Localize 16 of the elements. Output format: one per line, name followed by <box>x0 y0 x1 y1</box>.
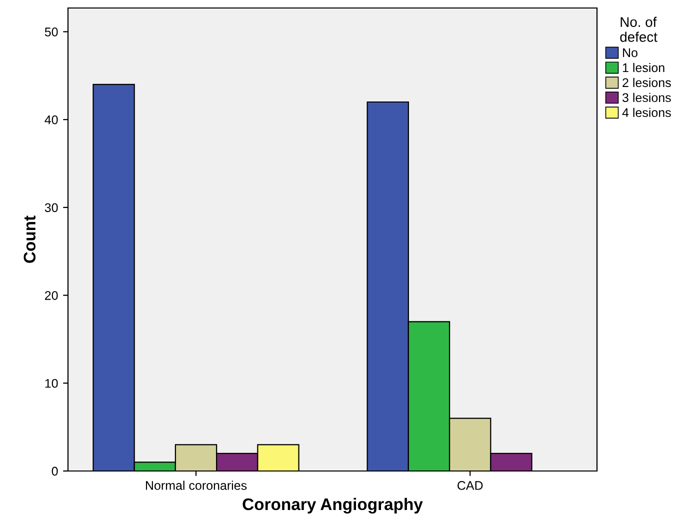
y-tick-label: 50 <box>44 28 58 36</box>
x-tick-label: Normal coronaries <box>146 480 247 490</box>
legend-label: No <box>623 48 638 58</box>
legend-label: 2 lesions <box>622 78 671 88</box>
y-tick-label: 20 <box>45 291 58 300</box>
y-axis-title: Count <box>24 216 36 263</box>
legend-label: 3 lesions <box>622 92 671 102</box>
legend-title: No. of defect <box>620 16 658 42</box>
legend-label: 4 lesions <box>622 108 671 118</box>
y-tick-label: 0 <box>52 466 58 476</box>
y-tick-label: 40 <box>44 115 58 124</box>
legend-label: 1 lesion <box>622 62 664 72</box>
x-tick-label: CAD <box>458 481 483 490</box>
y-tick-label: 30 <box>44 203 58 212</box>
y-tick-label: 10 <box>45 378 58 388</box>
x-axis-title: Coronary Angiography <box>242 498 423 514</box>
